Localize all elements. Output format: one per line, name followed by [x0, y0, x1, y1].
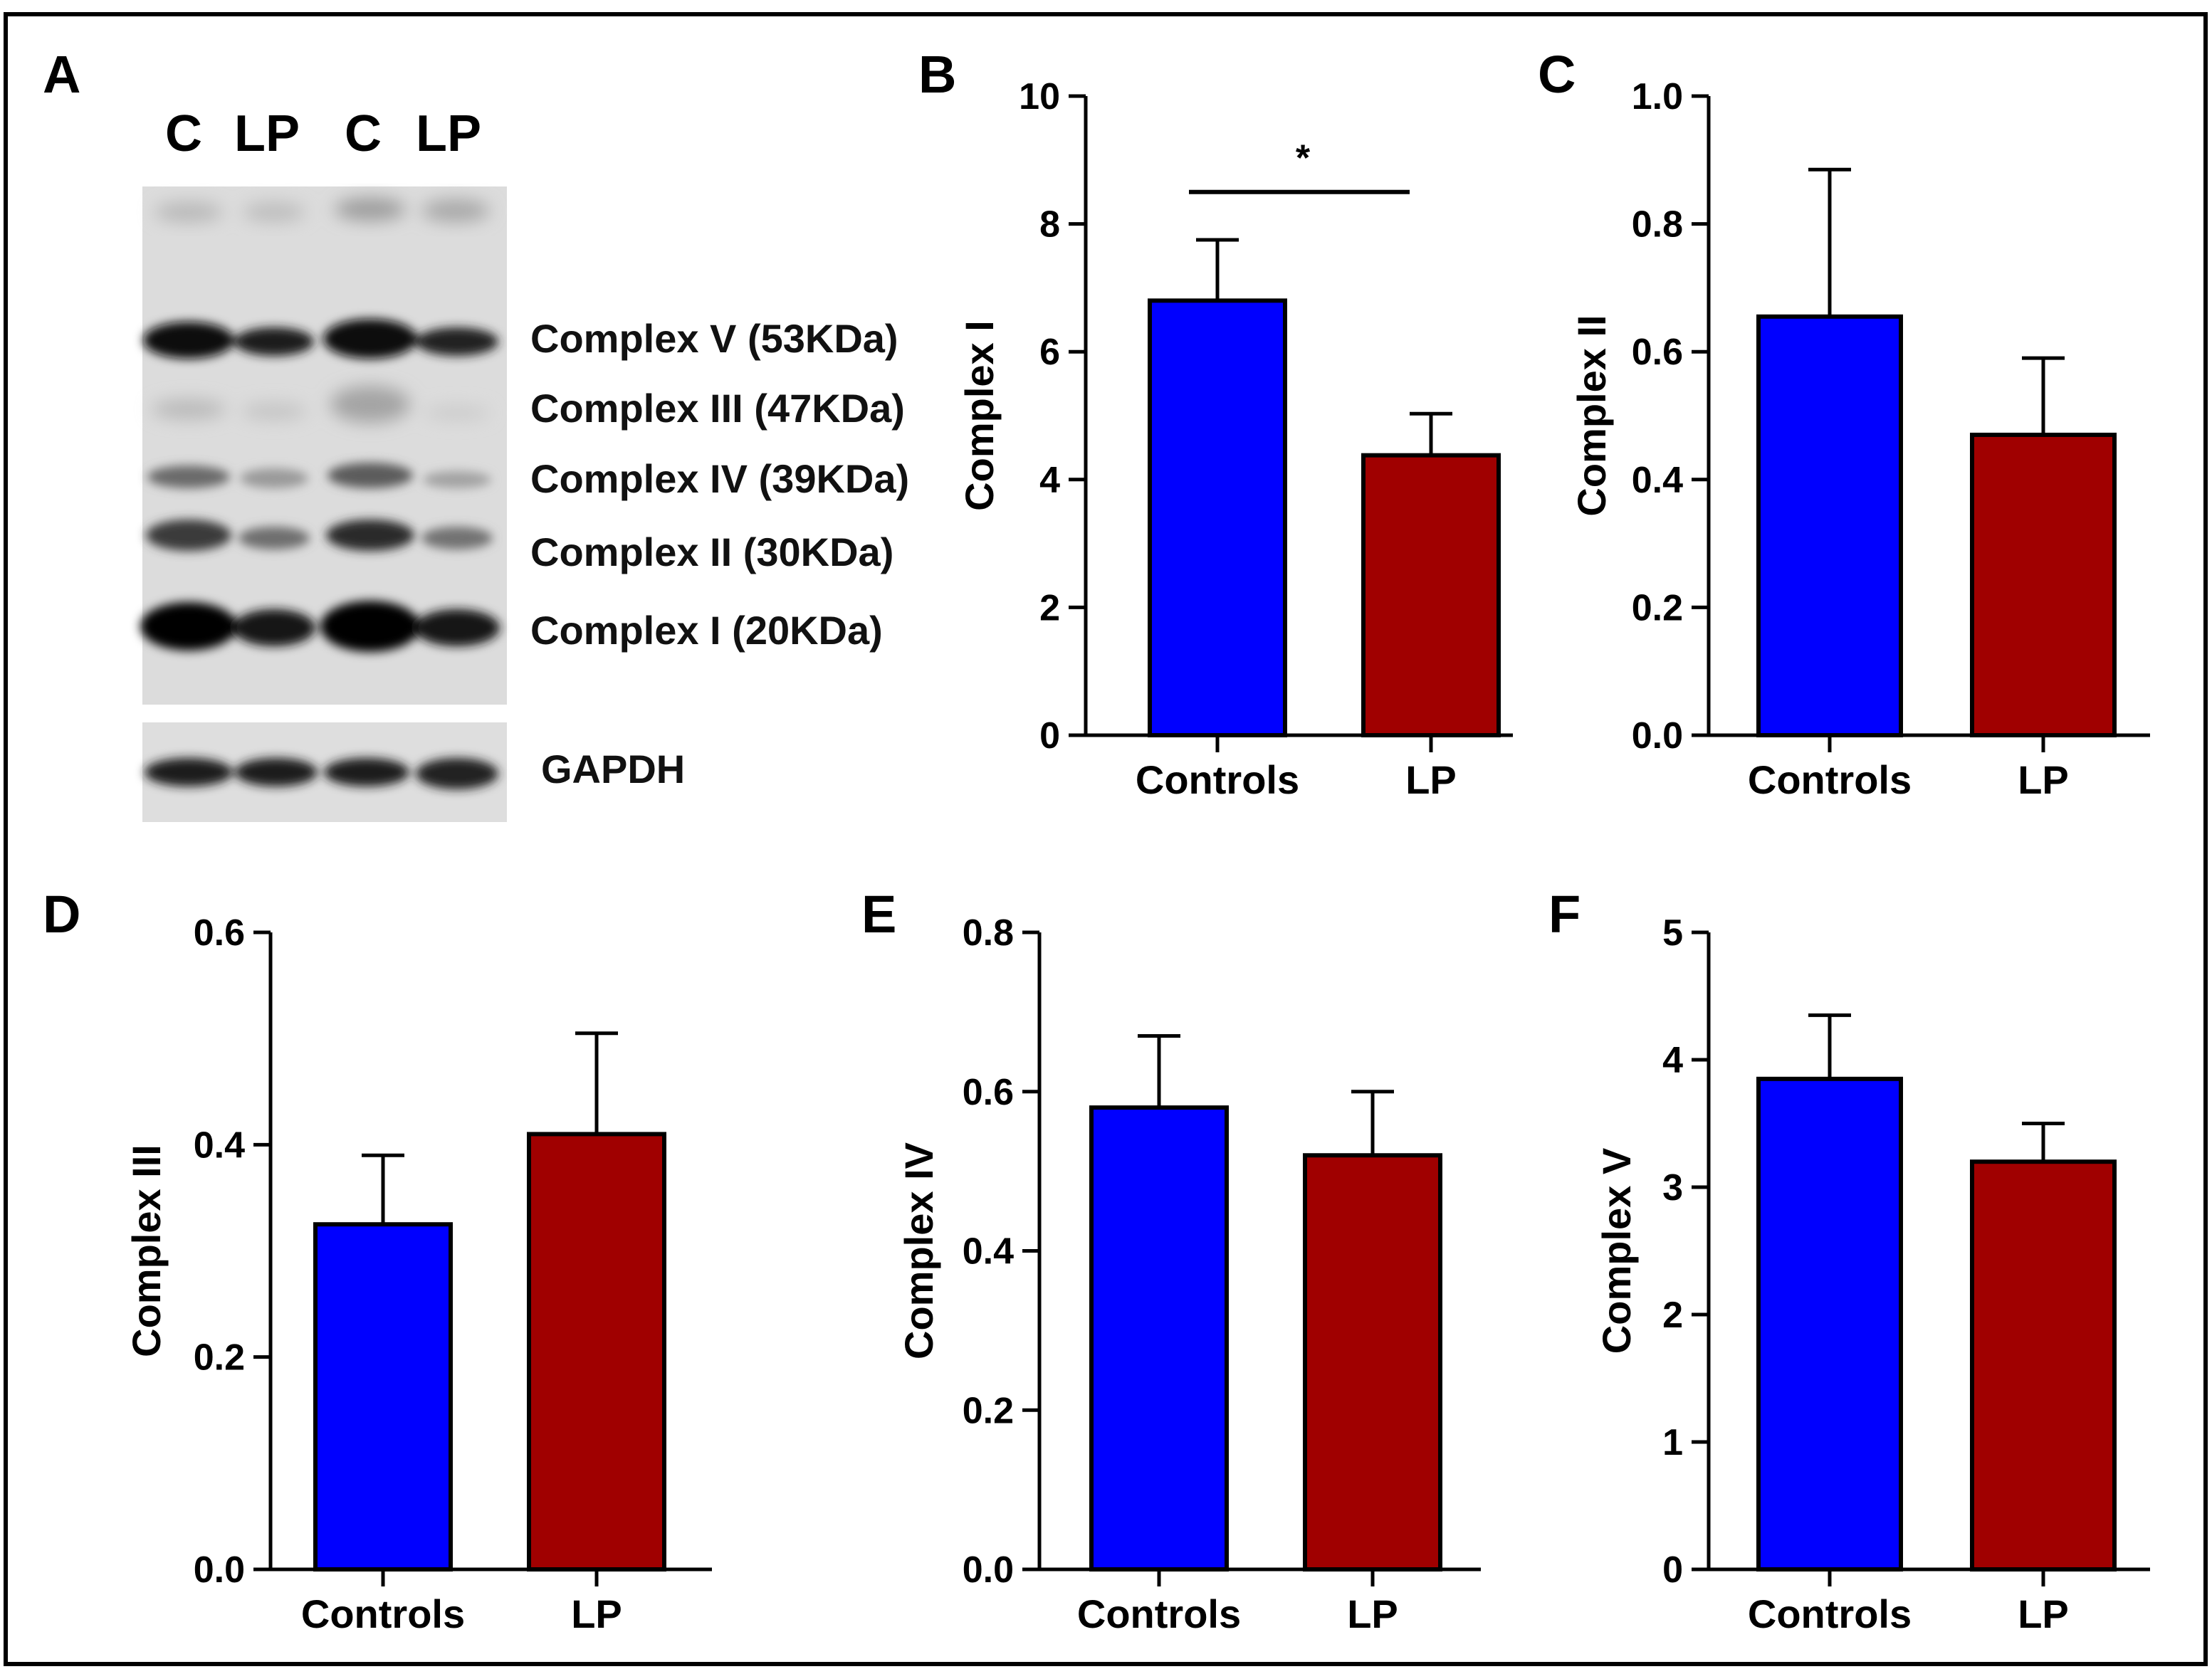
band-label-complex-iii: Complex III (47KDa) [530, 386, 905, 431]
x-category-label: LP [571, 1591, 622, 1636]
y-tick-label: 4 [1662, 1040, 1683, 1081]
y-tick-label: 0.4 [1632, 460, 1683, 501]
bar-lp [1303, 1153, 1442, 1572]
bar-lp [527, 1132, 666, 1572]
y-tick-label: 0.6 [963, 1072, 1014, 1113]
panel-letter-b: B [918, 45, 956, 104]
y-tick-label: 0.0 [963, 1549, 1014, 1591]
panel-letter-a: A [43, 45, 80, 104]
y-tick-label: 0 [1039, 715, 1060, 757]
x-category-label: LP [1405, 757, 1457, 802]
panel-letter-d: D [43, 885, 80, 944]
panel-letter-e: E [861, 885, 896, 944]
y-axis-title: Complex IV [896, 1142, 941, 1359]
y-tick-label: 4 [1039, 460, 1060, 501]
panel-letter-f: F [1548, 885, 1581, 944]
x-category-label: Controls [1077, 1591, 1241, 1636]
y-tick-label: 0.0 [194, 1549, 245, 1591]
lane-label-3: C [345, 105, 382, 162]
x-category-label: LP [1347, 1591, 1398, 1636]
lane-label-2: LP [234, 105, 300, 162]
y-axis-title: Complex V [1594, 1148, 1639, 1354]
bar-chart-complex-v: F 0 1 2 3 4 5 Complex V Controls LP [1548, 885, 2150, 1636]
y-axis-title: Complex III [124, 1144, 169, 1357]
y-tick-label: 3 [1662, 1167, 1683, 1209]
bar-chart-complex-iii: D 0.0 0.2 0.4 0.6 Complex III Controls LP [43, 885, 712, 1636]
y-tick-label: 2 [1662, 1295, 1683, 1336]
bar-controls [313, 1222, 453, 1572]
significance-marker: * [1296, 138, 1311, 179]
bar-controls [1756, 1076, 1903, 1572]
x-category-label: Controls [301, 1591, 465, 1636]
western-blot-panel: A C LP C LP [43, 45, 909, 822]
lane-label-1: C [165, 105, 202, 162]
y-tick-label: 10 [1019, 76, 1060, 117]
y-tick-label: 8 [1039, 204, 1060, 246]
band-label-gapdh: GAPDH [541, 747, 685, 791]
bar-chart-complex-iv: E 0.0 0.2 0.4 0.6 0.8 Complex IV Controls LP [861, 885, 1481, 1636]
y-tick-label: 0.2 [963, 1390, 1014, 1431]
band-complex-i [140, 601, 500, 652]
y-tick-label: 2 [1039, 587, 1060, 628]
blot-top-smear [154, 198, 490, 222]
y-tick-label: 0.2 [194, 1337, 245, 1379]
band-complex-ii [146, 520, 493, 551]
band-complex-iv [147, 463, 491, 488]
y-tick-label: 0.8 [1632, 204, 1683, 246]
y-tick-label: 0 [1662, 1549, 1683, 1591]
y-tick-label: 0.4 [963, 1231, 1014, 1273]
band-gapdh [145, 758, 498, 789]
bar-lp [1361, 453, 1501, 738]
y-tick-label: 5 [1662, 912, 1683, 954]
y-tick-label: 0.4 [194, 1125, 245, 1166]
bar-chart-complex-ii: C 0.0 0.2 0.4 0.6 0.8 1.0 Complex II Controls LP [1538, 45, 2150, 802]
y-tick-label: 0.6 [1632, 332, 1683, 373]
y-tick-label: 0.2 [1632, 587, 1683, 628]
y-axis-title: Complex I [957, 320, 1002, 511]
x-category-label: Controls [1748, 1591, 1912, 1636]
y-tick-label: 0.0 [1632, 715, 1683, 757]
bar-controls [1089, 1105, 1229, 1572]
band-label-complex-i: Complex I (20KDa) [530, 608, 883, 653]
x-category-label: LP [2018, 757, 2069, 802]
lane-label-4: LP [416, 105, 481, 162]
bar-controls [1756, 314, 1903, 737]
panel-letter-c: C [1538, 45, 1576, 104]
bar-chart-complex-i: B 0 2 4 6 8 10 Complex I Controls LP * [918, 45, 1513, 802]
y-tick-label: 0.6 [194, 912, 245, 954]
bar-controls [1148, 298, 1287, 737]
y-axis-title: Complex II [1569, 315, 1614, 516]
y-tick-label: 1 [1662, 1422, 1683, 1463]
band-complex-iii [152, 386, 490, 423]
band-label-complex-ii: Complex II (30KDa) [530, 530, 893, 574]
band-label-complex-iv: Complex IV (39KDa) [530, 456, 909, 501]
x-category-label: Controls [1136, 757, 1299, 802]
bar-lp [1970, 1159, 2117, 1572]
bar-lp [1970, 432, 2117, 737]
y-tick-label: 0.8 [963, 912, 1014, 954]
y-tick-label: 1.0 [1632, 76, 1683, 117]
x-category-label: LP [2018, 1591, 2069, 1636]
x-category-label: Controls [1748, 757, 1912, 802]
band-complex-v [143, 319, 498, 359]
y-tick-label: 6 [1039, 332, 1060, 373]
band-label-complex-v: Complex V (53KDa) [530, 316, 898, 361]
